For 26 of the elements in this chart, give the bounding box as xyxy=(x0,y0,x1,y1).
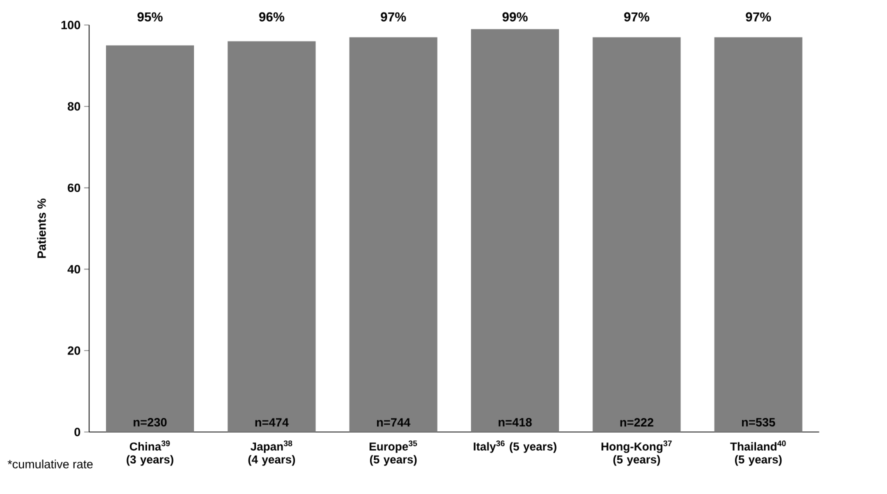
x-tick-label: Italy$^{36}$ (5 years) xyxy=(474,440,556,453)
data-label: 96% xyxy=(259,12,284,22)
y-tick-label: 80 xyxy=(68,102,80,111)
y-tick-label: 20 xyxy=(68,346,80,355)
y-tick-label: 0 xyxy=(74,428,80,436)
data-label: 99% xyxy=(502,12,528,22)
x-tick-label: Thailand$^{40}$ (5 years) xyxy=(730,440,786,466)
annotation: n=744 xyxy=(377,418,410,426)
annotation: n=230 xyxy=(134,418,167,426)
annotation: n=474 xyxy=(255,418,289,426)
annotation: n=222 xyxy=(620,418,654,426)
data-label: 97% xyxy=(624,12,650,22)
x-tick-label: Japan$^{38}$ (4 years) xyxy=(248,440,295,466)
y-axis-title: Patients % xyxy=(37,198,46,258)
y-tick-label: 40 xyxy=(68,264,80,274)
x-tick-label: China$^{39}$ (3 years) xyxy=(126,440,174,466)
x-tick-label: Hong-Kong$^{37}$ (5 years) xyxy=(602,440,672,466)
x-tick-label: Europe$^{35}$ (5 years) xyxy=(370,440,418,466)
y-tick-label: 100 xyxy=(61,20,80,30)
text: *cumulative rate xyxy=(8,460,93,468)
annotation: n=418 xyxy=(498,418,532,426)
data-label: 95% xyxy=(137,12,163,22)
data-label: 97% xyxy=(380,12,406,22)
y-tick-label: 60 xyxy=(68,184,80,192)
data-label: 97% xyxy=(746,12,771,22)
annotation: n=535 xyxy=(742,418,776,426)
